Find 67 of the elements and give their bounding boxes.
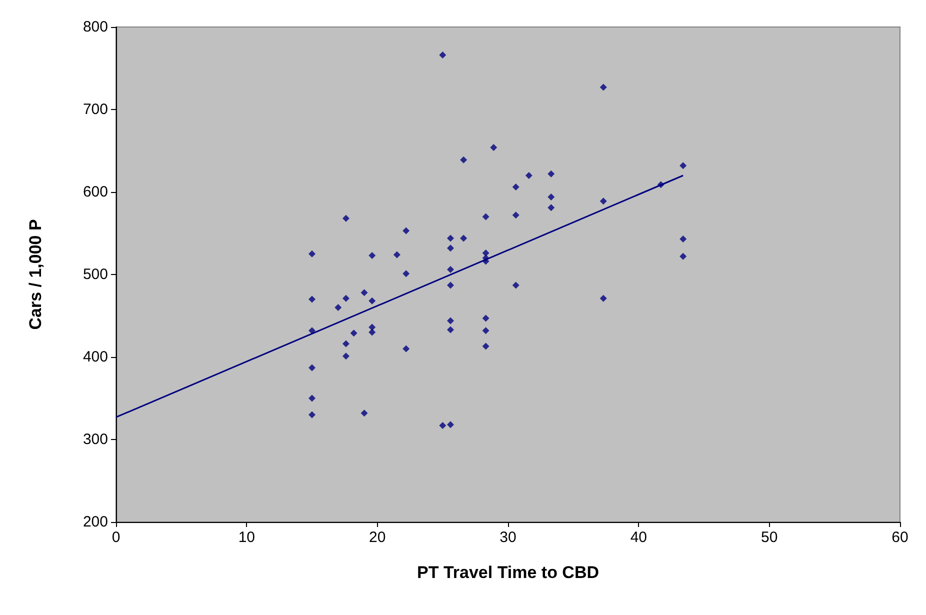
point — [360, 410, 368, 417]
point — [525, 172, 532, 179]
point — [308, 296, 316, 303]
point — [342, 214, 350, 222]
point — [350, 330, 358, 337]
point — [447, 244, 454, 252]
point — [368, 252, 376, 260]
x-tick-label: 10 — [238, 529, 256, 546]
point — [308, 327, 316, 334]
point — [460, 234, 468, 242]
point — [402, 270, 410, 278]
point — [334, 304, 342, 311]
point — [600, 294, 607, 302]
point — [447, 421, 454, 428]
x-tick-label: 40 — [630, 529, 648, 546]
point — [447, 317, 454, 324]
point — [482, 213, 490, 220]
point — [600, 84, 607, 91]
point — [512, 212, 520, 219]
point — [402, 345, 410, 352]
point — [482, 314, 490, 322]
point — [482, 250, 490, 257]
point — [482, 342, 490, 350]
point — [368, 297, 376, 304]
point — [402, 227, 410, 234]
point — [512, 184, 520, 191]
point — [308, 364, 316, 372]
point — [308, 250, 316, 258]
x-tick-label: 50 — [760, 529, 778, 546]
point — [490, 144, 498, 151]
point — [447, 282, 454, 289]
y-tick-label: 300 — [82, 431, 108, 448]
point — [548, 170, 555, 178]
point — [548, 204, 555, 212]
point — [680, 252, 687, 260]
point — [548, 193, 555, 200]
point — [308, 394, 316, 402]
point — [342, 352, 350, 360]
point — [368, 328, 376, 336]
point — [512, 282, 520, 289]
point — [482, 327, 490, 334]
point — [680, 162, 687, 170]
x-tick-label: 20 — [368, 529, 386, 546]
point — [439, 52, 446, 59]
point — [439, 422, 446, 429]
point — [447, 326, 454, 334]
point — [600, 198, 607, 205]
point — [680, 236, 687, 243]
y-tick-label: 500 — [82, 266, 108, 283]
y-tick-label: 200 — [82, 514, 108, 530]
x-axis-title: PT Travel Time to CBD — [416, 563, 600, 582]
point — [393, 251, 400, 258]
point — [447, 234, 454, 242]
y-tick-label: 400 — [82, 348, 108, 366]
point — [360, 289, 368, 296]
y-tick-label: 800 — [82, 18, 108, 36]
point — [308, 411, 316, 418]
point — [342, 294, 350, 302]
x-tick-label: 30 — [500, 529, 516, 546]
y-axis-title: Cars / 1,000 P — [26, 219, 45, 330]
y-tick-label: 600 — [82, 184, 108, 200]
point — [342, 340, 350, 348]
point — [460, 156, 468, 164]
x-tick-label: 60 — [892, 529, 908, 546]
x-tick-label: 0 — [112, 529, 120, 546]
y-tick-label: 700 — [82, 101, 108, 118]
point — [447, 266, 454, 274]
